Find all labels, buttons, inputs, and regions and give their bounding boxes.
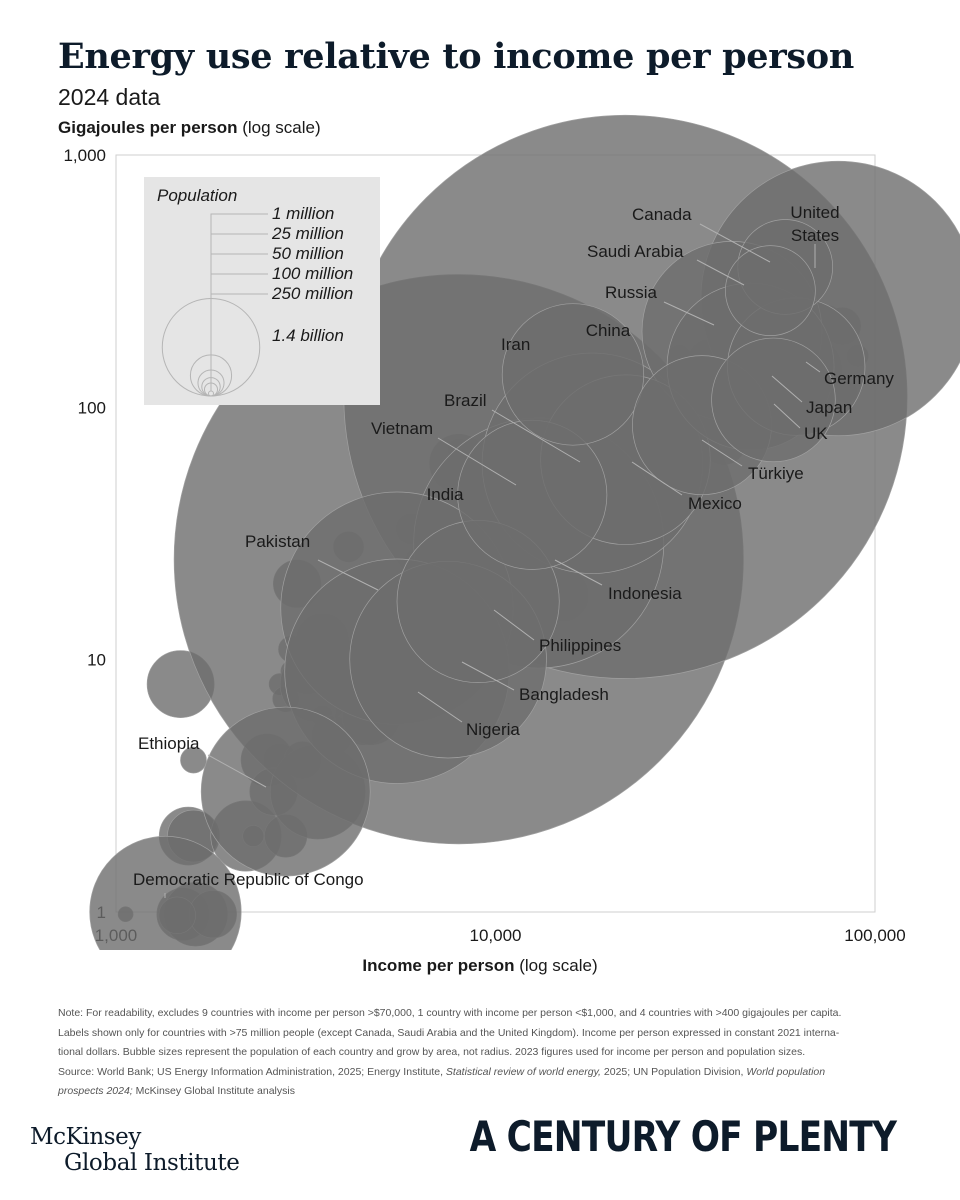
y-axis-label-suffix: (log scale): [237, 118, 321, 137]
legend-leader: [210, 293, 268, 355]
leader-line-russia: [663, 301, 715, 326]
legend-label: 1 million: [272, 204, 334, 223]
country-label-china: China: [586, 321, 631, 340]
source-line-1: Source: World Bank; US Energy Informatio…: [58, 1063, 878, 1083]
leader-line-t-rkiye: [701, 439, 743, 467]
brand-line-1: McKinsey: [30, 1124, 141, 1150]
legend-label: 50 million: [272, 244, 344, 263]
x-tick-label: 10,000: [470, 926, 522, 945]
leader-line-germany: [805, 361, 821, 373]
country-bubble-saudi-arabia: [725, 245, 816, 337]
country-labels: China India United States Indonesia Pakistan N…: [133, 203, 894, 898]
source-text-e: prospects 2024;: [58, 1085, 133, 1097]
y-axis-label: Gigajoules per person (log scale): [58, 118, 321, 138]
leader-line-brazil: [491, 409, 581, 463]
source-line-2: prospects 2024; McKinsey Global Institut…: [58, 1082, 878, 1102]
country-bubble-uk: [711, 337, 836, 463]
leader-line-mexico: [631, 461, 683, 496]
country-bubble-iran: [501, 303, 645, 446]
country-label-philippines: Philippines: [539, 636, 621, 655]
x-axis-label-bold: Income per person: [362, 956, 515, 975]
leader-line-philippines: [493, 609, 535, 641]
country-label-indonesia: Indonesia: [608, 584, 682, 603]
note-line-2: Labels shown only for countries with >75…: [58, 1026, 840, 1039]
country-label-line: United: [790, 203, 839, 222]
country-label-democratic-republic-of-congo: Democratic Republic of Congo: [133, 870, 364, 889]
country-bubble-ethiopia: [200, 706, 371, 877]
country-label-uk: UK: [804, 424, 828, 443]
source-text-d: World population: [746, 1065, 826, 1078]
legend-label: 1.4 billion: [272, 326, 344, 345]
leader-line-pakistan: [317, 559, 379, 591]
leader-line-uk: [773, 403, 801, 429]
brand-line-2: Global Institute: [64, 1150, 240, 1176]
country-label-pakistan: Pakistan: [245, 532, 310, 551]
source-text-a: Source: World Bank; US Energy Informatio…: [58, 1065, 446, 1078]
x-tick-label: 100,000: [844, 926, 905, 945]
country-label-iran: Iran: [501, 335, 530, 354]
y-tick-label: 100: [78, 398, 106, 417]
country-label-line: States: [791, 226, 839, 245]
country-label-russia: Russia: [605, 283, 658, 302]
country-label-mexico: Mexico: [688, 494, 742, 513]
chart-title: Energy use relative to income per person: [58, 36, 854, 77]
legend-title: Population: [157, 186, 237, 205]
country-label-germany: Germany: [824, 369, 894, 388]
leader-line-japan: [771, 375, 803, 403]
x-axis-label: Income per person (log scale): [0, 956, 960, 976]
y-axis: 1101001,000: [63, 146, 106, 922]
legend-label: 25 million: [271, 224, 344, 243]
legend-box: [144, 177, 380, 405]
leader-line-indonesia: [554, 559, 603, 586]
leader-line-saudi-arabia: [696, 259, 745, 286]
country-label-brazil: Brazil: [444, 391, 487, 410]
country-label-saudi-arabia: Saudi Arabia: [587, 242, 684, 261]
legend-label: 100 million: [272, 264, 353, 283]
leader-line-canada: [699, 223, 771, 263]
country-label-india: India: [427, 485, 464, 504]
footnote: Note: For readability, excludes 9 countr…: [58, 1004, 878, 1102]
chart-subtitle: 2024 data: [58, 84, 161, 110]
y-axis-label-bold: Gigajoules per person: [58, 118, 238, 137]
note-line-3: tional dollars. Bubble sizes represent t…: [58, 1046, 806, 1058]
series-title: A CENTURY OF PLENTY: [469, 1112, 897, 1161]
y-tick-label: 10: [87, 651, 106, 670]
country-label-vietnam: Vietnam: [371, 419, 433, 438]
y-tick-label: 1,000: [63, 146, 106, 165]
country-label-canada: Canada: [632, 205, 692, 224]
mckinsey-logo: McKinsey Global Institute: [30, 1124, 240, 1176]
leader-line-nigeria: [417, 691, 463, 723]
legend-label: 250 million: [271, 284, 353, 303]
leader-line-bangladesh: [461, 661, 515, 691]
country-label-japan: Japan: [806, 398, 852, 417]
source-text-b: Statistical review of world energy,: [445, 1065, 601, 1078]
source-text-c: 2025; UN Population Division,: [600, 1065, 747, 1078]
country-label-t-rkiye: Türkiye: [748, 464, 804, 483]
leader-line-ethiopia: [207, 754, 267, 788]
country-label-nigeria: Nigeria: [466, 720, 520, 739]
country-label-united-states: United States: [790, 203, 839, 245]
country-bubble: [180, 746, 207, 774]
bubbles-layer: [89, 114, 960, 950]
source-text-f: McKinsey Global Institute analysis: [132, 1085, 295, 1097]
country-label-bangladesh: Bangladesh: [519, 685, 609, 704]
x-axis-label-suffix: (log scale): [514, 956, 598, 975]
note-line-1: Note: For readability, excludes 9 countr…: [58, 1007, 842, 1019]
country-label-ethiopia: Ethiopia: [138, 734, 200, 753]
leader-line-vietnam: [437, 437, 517, 486]
